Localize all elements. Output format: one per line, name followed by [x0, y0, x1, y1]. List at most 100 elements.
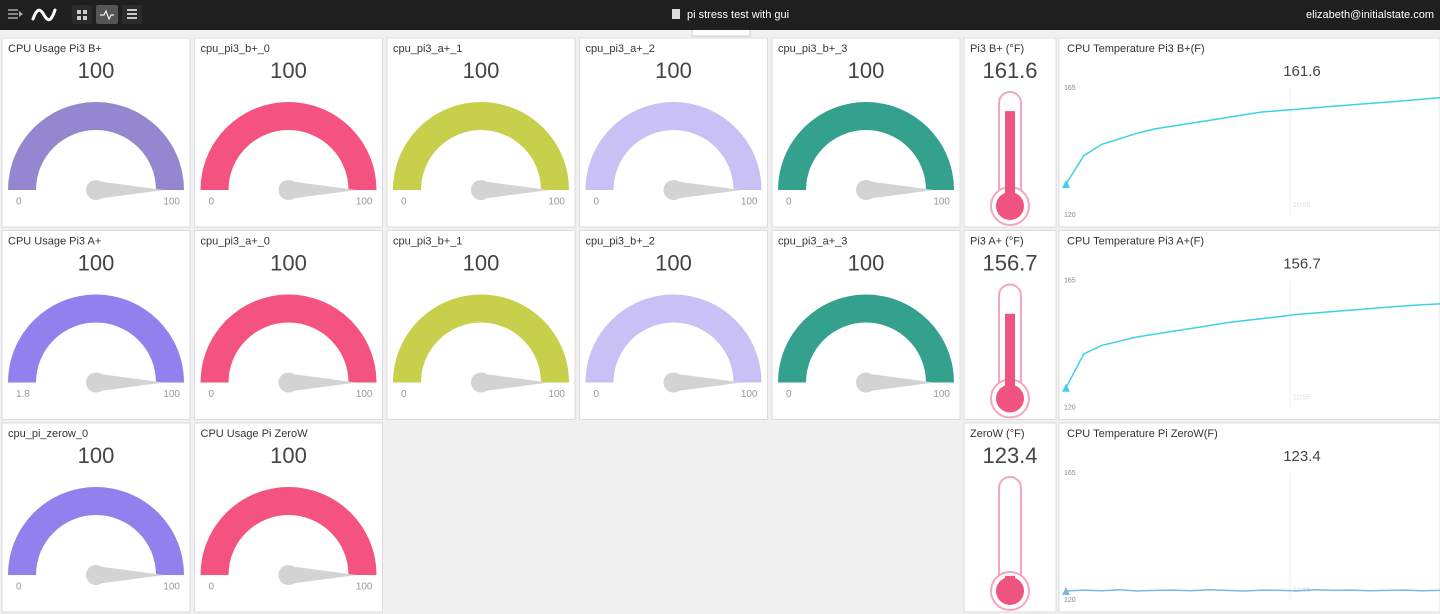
chart-title: CPU Temperature Pi3 A+(F): [1067, 235, 1204, 247]
gauge-needle: [96, 181, 164, 199]
gauge-min: 1.8: [16, 389, 30, 400]
thermometer-title: Pi3 B+ (°F): [970, 43, 1024, 55]
dashboard-title: pi stress test with gui: [687, 9, 789, 21]
logo[interactable]: [31, 8, 57, 22]
gauge-title: cpu_pi3_a+_0: [201, 235, 270, 247]
gauge-needle: [866, 373, 934, 392]
tiles-view-button[interactable]: [72, 5, 92, 24]
gauge-title: CPU Usage Pi3 B+: [8, 43, 102, 55]
gauge-title: cpu_pi3_a+_1: [393, 43, 462, 55]
gauge-max: 100: [356, 197, 373, 208]
gauge-title: cpu_pi3_b+_3: [778, 43, 847, 55]
gauge-arc: [778, 294, 954, 383]
gauge-max: 100: [356, 582, 373, 593]
y-tick-label: 120: [1064, 212, 1076, 219]
gauge-arc: [778, 102, 954, 190]
gauge-value: 100: [655, 250, 692, 275]
gauge-value: 100: [463, 58, 500, 83]
gauge-arc: [200, 487, 377, 575]
gauge-min: 0: [209, 389, 215, 400]
y-tick-label: 120: [1064, 597, 1076, 604]
gauge-title: cpu_pi_zerow_0: [8, 428, 88, 440]
gauge-needle: [96, 566, 164, 584]
tile: [1058, 37, 1440, 228]
gauge-value: 100: [78, 58, 115, 83]
gauge-needle: [288, 566, 357, 584]
tiles-icon: [77, 10, 87, 20]
chart-value: 156.7: [1283, 255, 1321, 272]
gauge-value: 100: [78, 443, 115, 468]
gauge-max: 100: [163, 389, 180, 400]
gauge-min: 0: [209, 582, 215, 593]
thermometer-title: Pi3 A+ (°F): [970, 235, 1024, 247]
thermometer-bulb: [996, 384, 1024, 413]
thermometer-bulb: [996, 577, 1024, 605]
gauge-min: 0: [594, 389, 600, 400]
thermometer-title: ZeroW (°F): [970, 428, 1025, 440]
drawer-tab[interactable]: [691, 30, 751, 37]
thermometer-value: 123.4: [982, 443, 1037, 468]
gauge-value: 100: [655, 58, 692, 83]
lines-icon: [127, 9, 137, 19]
chart-title: CPU Temperature Pi ZeroW(F): [1067, 428, 1218, 440]
waves-icon: [100, 9, 114, 21]
gauge-needle: [481, 373, 549, 392]
gauge-arc: [200, 102, 377, 190]
gauge-min: 0: [594, 197, 600, 208]
x-tick-label: 10:55: [1293, 202, 1311, 209]
gauge-arc: [393, 294, 569, 383]
gauge-min: 0: [16, 582, 22, 593]
gauge-arc: [200, 294, 377, 383]
thermometer-level: [1005, 313, 1015, 399]
gauge-title: cpu_pi3_a+_3: [778, 235, 847, 247]
tile: [1058, 422, 1440, 613]
gauge-arc: [585, 102, 762, 190]
gauge-value: 100: [848, 58, 885, 83]
y-tick-label: 120: [1064, 404, 1076, 411]
top-bar: [0, 0, 1440, 30]
gauge-value: 100: [270, 443, 307, 468]
gauge-max: 100: [933, 389, 950, 400]
y-tick-label: 165: [1064, 85, 1076, 92]
gauge-title: CPU Usage Pi3 A+: [8, 235, 101, 247]
gauge-max: 100: [163, 197, 180, 208]
temperature-line: [1065, 96, 1440, 185]
gauge-needle: [96, 373, 164, 392]
gauge-max: 100: [548, 197, 565, 208]
gauge-title: CPU Usage Pi ZeroW: [201, 428, 309, 440]
user-email[interactable]: elizabeth@initialstate.com: [1306, 9, 1434, 21]
y-tick-label: 165: [1064, 470, 1076, 477]
gauge-max: 100: [741, 389, 758, 400]
start-marker: [1062, 383, 1070, 392]
gauge-min: 0: [401, 197, 407, 208]
y-tick-label: 165: [1064, 277, 1076, 284]
gauge-title: cpu_pi3_b+_0: [201, 43, 270, 55]
gauge-title: cpu_pi3_b+_2: [586, 235, 655, 247]
gauge-needle: [288, 181, 357, 199]
thermometer-value: 161.6: [982, 58, 1037, 83]
chart-value: 123.4: [1283, 448, 1321, 465]
menu-button[interactable]: [8, 9, 23, 19]
temperature-line: [1065, 589, 1440, 592]
gauge-max: 100: [548, 389, 565, 400]
thermometer-level: [1005, 111, 1015, 206]
thermometer-value: 156.7: [982, 250, 1037, 275]
gauge-needle: [673, 373, 742, 392]
gauge-max: 100: [741, 197, 758, 208]
gauge-needle: [288, 373, 357, 392]
bucket-icon: [672, 9, 680, 19]
gauge-value: 100: [270, 58, 307, 83]
gauge-title: cpu_pi3_b+_1: [393, 235, 462, 247]
x-tick-label: 10:55: [1293, 394, 1311, 401]
thermometer-bulb: [996, 192, 1024, 220]
gauge-min: 0: [401, 389, 407, 400]
gauge-value: 100: [848, 250, 885, 275]
gauge-max: 100: [933, 197, 950, 208]
gauge-arc: [585, 294, 762, 383]
gauge-needle: [481, 181, 549, 199]
gauge-title: cpu_pi3_a+_2: [586, 43, 655, 55]
gauge-value: 100: [463, 250, 500, 275]
gauge-max: 100: [163, 582, 180, 593]
start-marker: [1062, 179, 1070, 188]
